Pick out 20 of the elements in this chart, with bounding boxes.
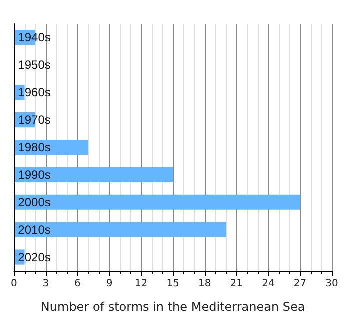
y-tick-label: 2010s [18,222,51,237]
y-tick-label: 2000s [18,195,51,210]
x-tick-label: 21 [230,278,244,290]
x-tick-label: 30 [326,278,338,290]
x-tick-label: 24 [262,278,275,290]
y-tick-label: 1980s [18,140,51,154]
bar [14,167,174,182]
bar [14,194,300,210]
x-tick-label: 0 [10,278,18,290]
x-tick-label: 27 [294,278,307,290]
x-axis-title: Number of storms in the Mediterranean Sea [40,300,306,314]
y-tick-label: 1990s [18,168,51,182]
x-tick-label: 6 [74,278,81,290]
y-tick-label: 1950s [18,58,51,72]
x-tick-label: 15 [166,278,180,290]
x-tick-label: 9 [106,278,113,290]
bar [14,222,226,238]
x-tick-label: 12 [134,278,148,290]
x-tick-label: 18 [198,278,212,290]
x-tick-label: 3 [42,278,50,290]
